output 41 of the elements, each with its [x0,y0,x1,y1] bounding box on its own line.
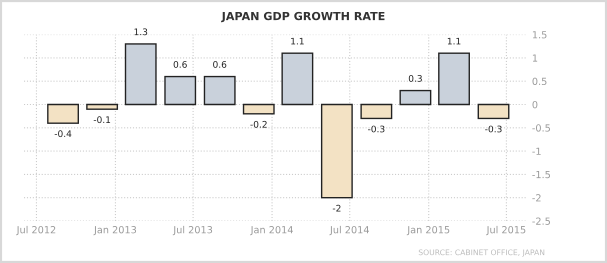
x-tick-label: Jan 2014 [250,226,293,236]
y-tick-label: 0.5 [532,78,546,86]
x-tick-label: Jul 2012 [16,226,56,236]
data-label: 0.6 [174,61,187,68]
data-label: -0.2 [250,120,267,128]
data-label: -2 [332,204,340,212]
x-tick-label: Jul 2015 [486,226,526,236]
y-tick-label: -0.5 [532,124,550,132]
data-label: -0.3 [485,126,502,132]
y-tick-label: -2.5 [532,217,550,225]
data-label: 1.1 [291,38,304,44]
x-tick-label: Jul 2014 [329,226,369,236]
y-tick-label: -1.5 [532,171,550,178]
data-label: -0.3 [368,126,384,132]
y-tick-label: 1.5 [532,31,546,38]
data-label: 0.3 [408,75,422,82]
chart-title: JAPAN GDP GROWTH RATE [221,12,384,22]
y-tick-label: 0 [532,100,538,108]
data-label: 1.3 [134,28,148,36]
data-label: -0.1 [94,116,110,124]
bar [47,104,79,124]
x-tick-label: Jul 2013 [172,226,212,236]
data-label: 1.1 [448,38,460,44]
y-tick-label: 1 [532,54,538,62]
bar [360,104,392,120]
y-tick-label: -1 [532,148,541,155]
data-label: -0.4 [54,130,72,138]
x-tick-label: Jan 2013 [94,226,136,236]
bar [320,104,353,198]
bar [242,104,275,115]
bar [478,104,510,120]
bar [86,104,118,110]
y-tick-label: -2 [532,194,541,202]
bar [164,76,196,106]
bar [124,43,157,106]
bar [204,76,236,106]
x-tick-label: Jan 2015 [406,226,450,236]
data-label: 0.6 [213,61,226,68]
bar [281,52,314,106]
bar [438,52,470,106]
bar [399,90,432,106]
